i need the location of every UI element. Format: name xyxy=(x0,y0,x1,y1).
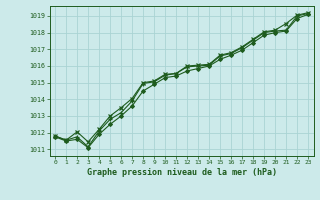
X-axis label: Graphe pression niveau de la mer (hPa): Graphe pression niveau de la mer (hPa) xyxy=(87,168,276,177)
